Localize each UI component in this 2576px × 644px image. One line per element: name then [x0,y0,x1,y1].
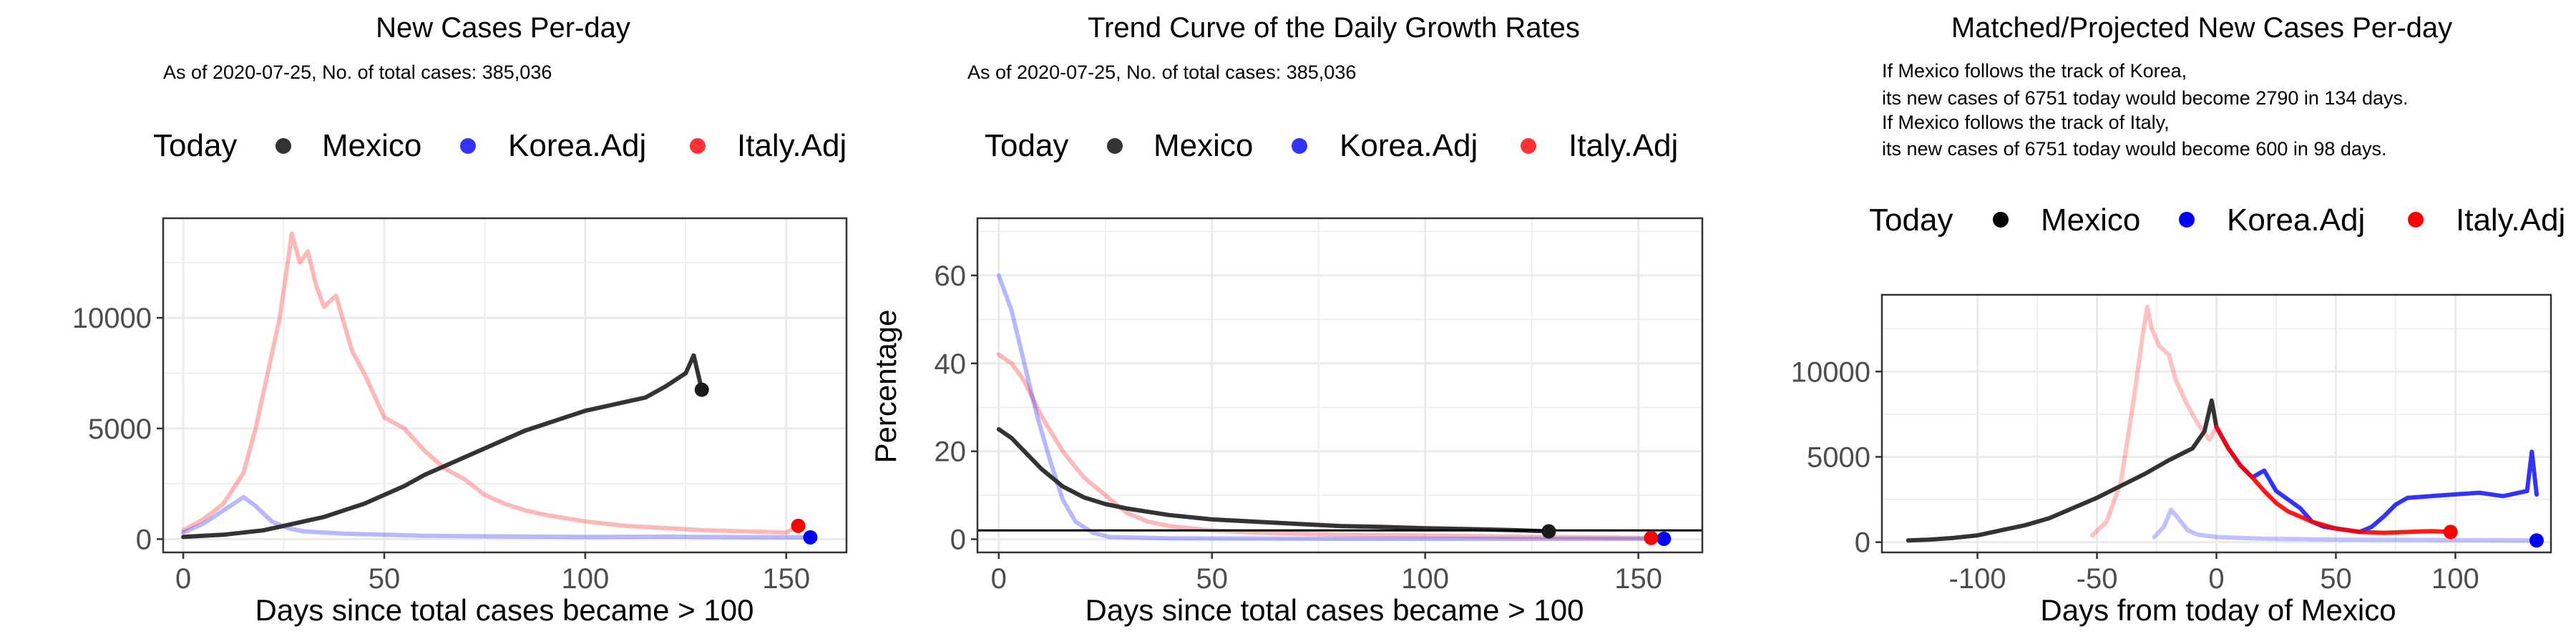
x-tick-label: 150 [1614,563,1662,595]
panel1-x-axis-title: Days since total cases became > 100 [255,593,754,627]
panel1-plot-background [163,218,847,552]
x-tick-label: 0 [175,563,191,595]
panel1-legend-italy-marker [690,138,706,154]
x-tick-label: 50 [2320,563,2352,595]
today-point-korea-adj [1657,531,1672,546]
panel2-ticks: 0 50 100 150 0 20 40 60 [935,260,1662,595]
series-line-italy-adj [181,231,801,535]
x-tick-label: 50 [1196,563,1228,595]
y-tick-label: 40 [935,348,967,380]
panel1-legend-korea-label: Korea.Adj [508,128,646,163]
today-point-italy-adj [1644,530,1659,545]
panel2-legend-italy-marker [1521,138,1536,154]
panel1-ticks: 0 50 100 150 0 5000 10000 [72,303,810,595]
x-tick-label: 0 [991,563,1007,595]
today-point-italy-adj [2443,525,2458,540]
y-tick-label: 5000 [1807,441,1870,473]
panel2-plot-border [976,217,1704,554]
panel3-note-3: If Mexico follows the track of Italy, [1882,112,2170,133]
panel2-legend-italy-label: Italy.Adj [1568,128,1678,163]
series-line-italy-adj-projected [2214,424,2453,535]
y-tick-label: 5000 [88,414,152,445]
x-tick-label: -50 [2077,563,2118,595]
panel1-title: New Cases Per-day [376,12,630,44]
panel1-plot-border [162,217,848,554]
panel1-legend-title: Today [153,128,237,163]
panel2-legend-korea-marker [1292,138,1307,154]
y-tick-label: 0 [1855,527,1870,559]
today-point-mexico [1541,524,1556,539]
panel2-plot-background [977,218,1702,552]
panel3-note-1: If Mexico follows the track of Korea, [1882,60,2187,82]
panel3-legend-title: Today [1869,203,1953,238]
panel1-legend-italy-label: Italy.Adj [737,128,847,163]
panel3-legend-mexico-marker [1993,212,2009,228]
panel2-legend-korea-label: Korea.Adj [1340,128,1478,163]
panel2-legend-title: Today [985,128,1068,163]
panel2-legend-mexico-marker [1107,138,1123,154]
panel2-x-axis-title: Days since total cases became > 100 [1085,593,1584,627]
panel3-grid [1882,295,2551,552]
x-tick-label: 150 [762,563,810,595]
panel3-note-2: its new cases of 6751 today would become… [1882,87,2408,109]
panel1-legend-korea-marker [460,138,476,154]
x-tick-label: 100 [2431,563,2479,595]
panel2-legend: Today Mexico Korea.Adj Italy.Adj [985,128,1678,163]
panel2-title: Trend Curve of the Daily Growth Rates [1088,12,1580,44]
panel2-y-axis-title: Percentage [869,310,902,464]
panel3-series [1906,304,2544,548]
panel2-subtitle: As of 2020-07-25, No. of total cases: 38… [967,62,1356,83]
today-point-korea-adj [803,530,818,545]
today-point-mexico [694,382,709,397]
x-tick-label: 0 [2208,563,2224,595]
panel-growth-rates: Trend Curve of the Daily Growth Rates As… [869,12,1704,627]
today-point-italy-adj [791,518,806,533]
panel3-legend: Today Mexico Korea.Adj Italy.Adj [1869,203,2565,238]
x-tick-label: -100 [1949,563,2006,595]
panel2-grid [977,218,1702,552]
panel3-legend-italy-label: Italy.Adj [2456,203,2565,238]
panel3-note-4: its new cases of 6751 today would become… [1882,138,2386,160]
today-point-korea-adj [2529,533,2544,548]
series-line-mexico [1906,398,2219,543]
series-line-korea-adj [181,494,813,540]
y-tick-label: 0 [950,525,966,556]
panel1-legend-mexico-label: Mexico [322,128,421,163]
y-tick-label: 10000 [72,303,152,334]
panel3-legend-korea-marker [2179,212,2195,228]
series-line-italy-adj [2089,304,2219,538]
panel3-ticks: -100 -50 0 50 100 0 5000 10000 [1791,356,2479,595]
series-line-italy-adj [996,352,1654,540]
panel1-legend: Today Mexico Korea.Adj Italy.Adj [153,128,847,163]
panel2-legend-mexico-label: Mexico [1153,128,1253,163]
panel1-grid [163,218,847,552]
x-tick-label: 100 [561,563,609,595]
panel2-series [977,273,1702,546]
panel-projected-cases: Matched/Projected New Cases Per-day If M… [1791,12,2565,627]
series-line-korea-adj [996,273,1667,541]
y-tick-label: 20 [935,436,967,468]
panel3-legend-mexico-label: Mexico [2041,203,2140,238]
panel3-legend-italy-marker [2408,212,2424,228]
y-tick-label: 10000 [1791,356,1870,388]
panel-new-cases: New Cases Per-day As of 2020-07-25, No. … [72,12,848,627]
panel3-x-axis-title: Days from today of Mexico [2040,593,2396,627]
panel3-title: Matched/Projected New Cases Per-day [1951,12,2452,44]
panel1-series [181,231,818,545]
series-line-korea-adj [2152,507,2539,543]
x-tick-label: 50 [369,563,401,595]
x-tick-label: 100 [1401,563,1449,595]
y-tick-label: 0 [136,524,152,555]
panel3-legend-korea-label: Korea.Adj [2227,203,2365,238]
panel1-legend-mexico-marker [275,138,291,154]
series-line-mexico [996,426,1551,534]
panel1-subtitle: As of 2020-07-25, No. of total cases: 38… [163,62,552,83]
y-tick-label: 60 [935,260,967,292]
series-line-mexico [181,353,704,540]
